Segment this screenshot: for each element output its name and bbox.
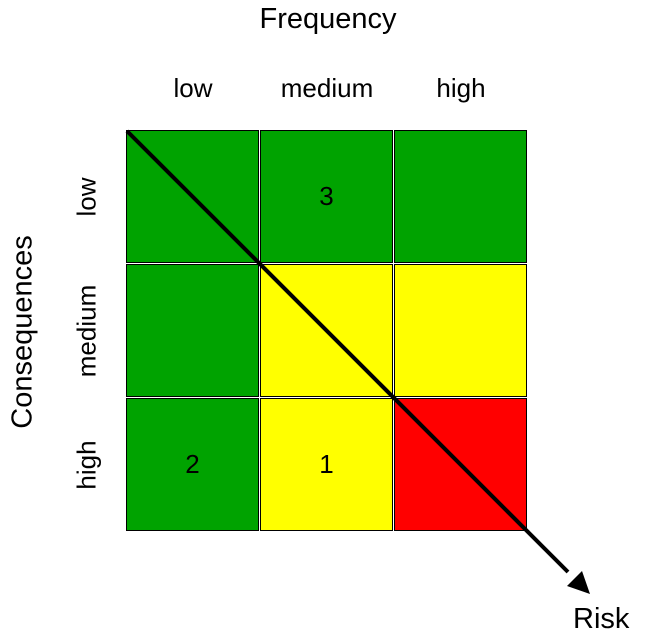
matrix-cell	[394, 264, 527, 397]
risk-arrow-line	[125, 129, 570, 574]
matrix-cell	[126, 264, 259, 397]
column-label-medium: medium	[280, 73, 374, 103]
matrix-cell	[394, 130, 527, 263]
cell-label: 2	[185, 449, 200, 479]
matrix-cell: 3	[260, 130, 393, 263]
matrix-cell: 1	[260, 398, 393, 531]
frequency-axis-title: Frequency	[259, 3, 397, 35]
cell-label: 1	[319, 449, 334, 479]
column-label-high: high	[436, 73, 486, 103]
risk-arrow-head	[567, 571, 590, 594]
risk-label: Risk	[573, 603, 630, 635]
cell-label: 3	[319, 181, 334, 211]
column-label-low: low	[173, 73, 213, 103]
matrix-cell: 2	[126, 398, 259, 531]
